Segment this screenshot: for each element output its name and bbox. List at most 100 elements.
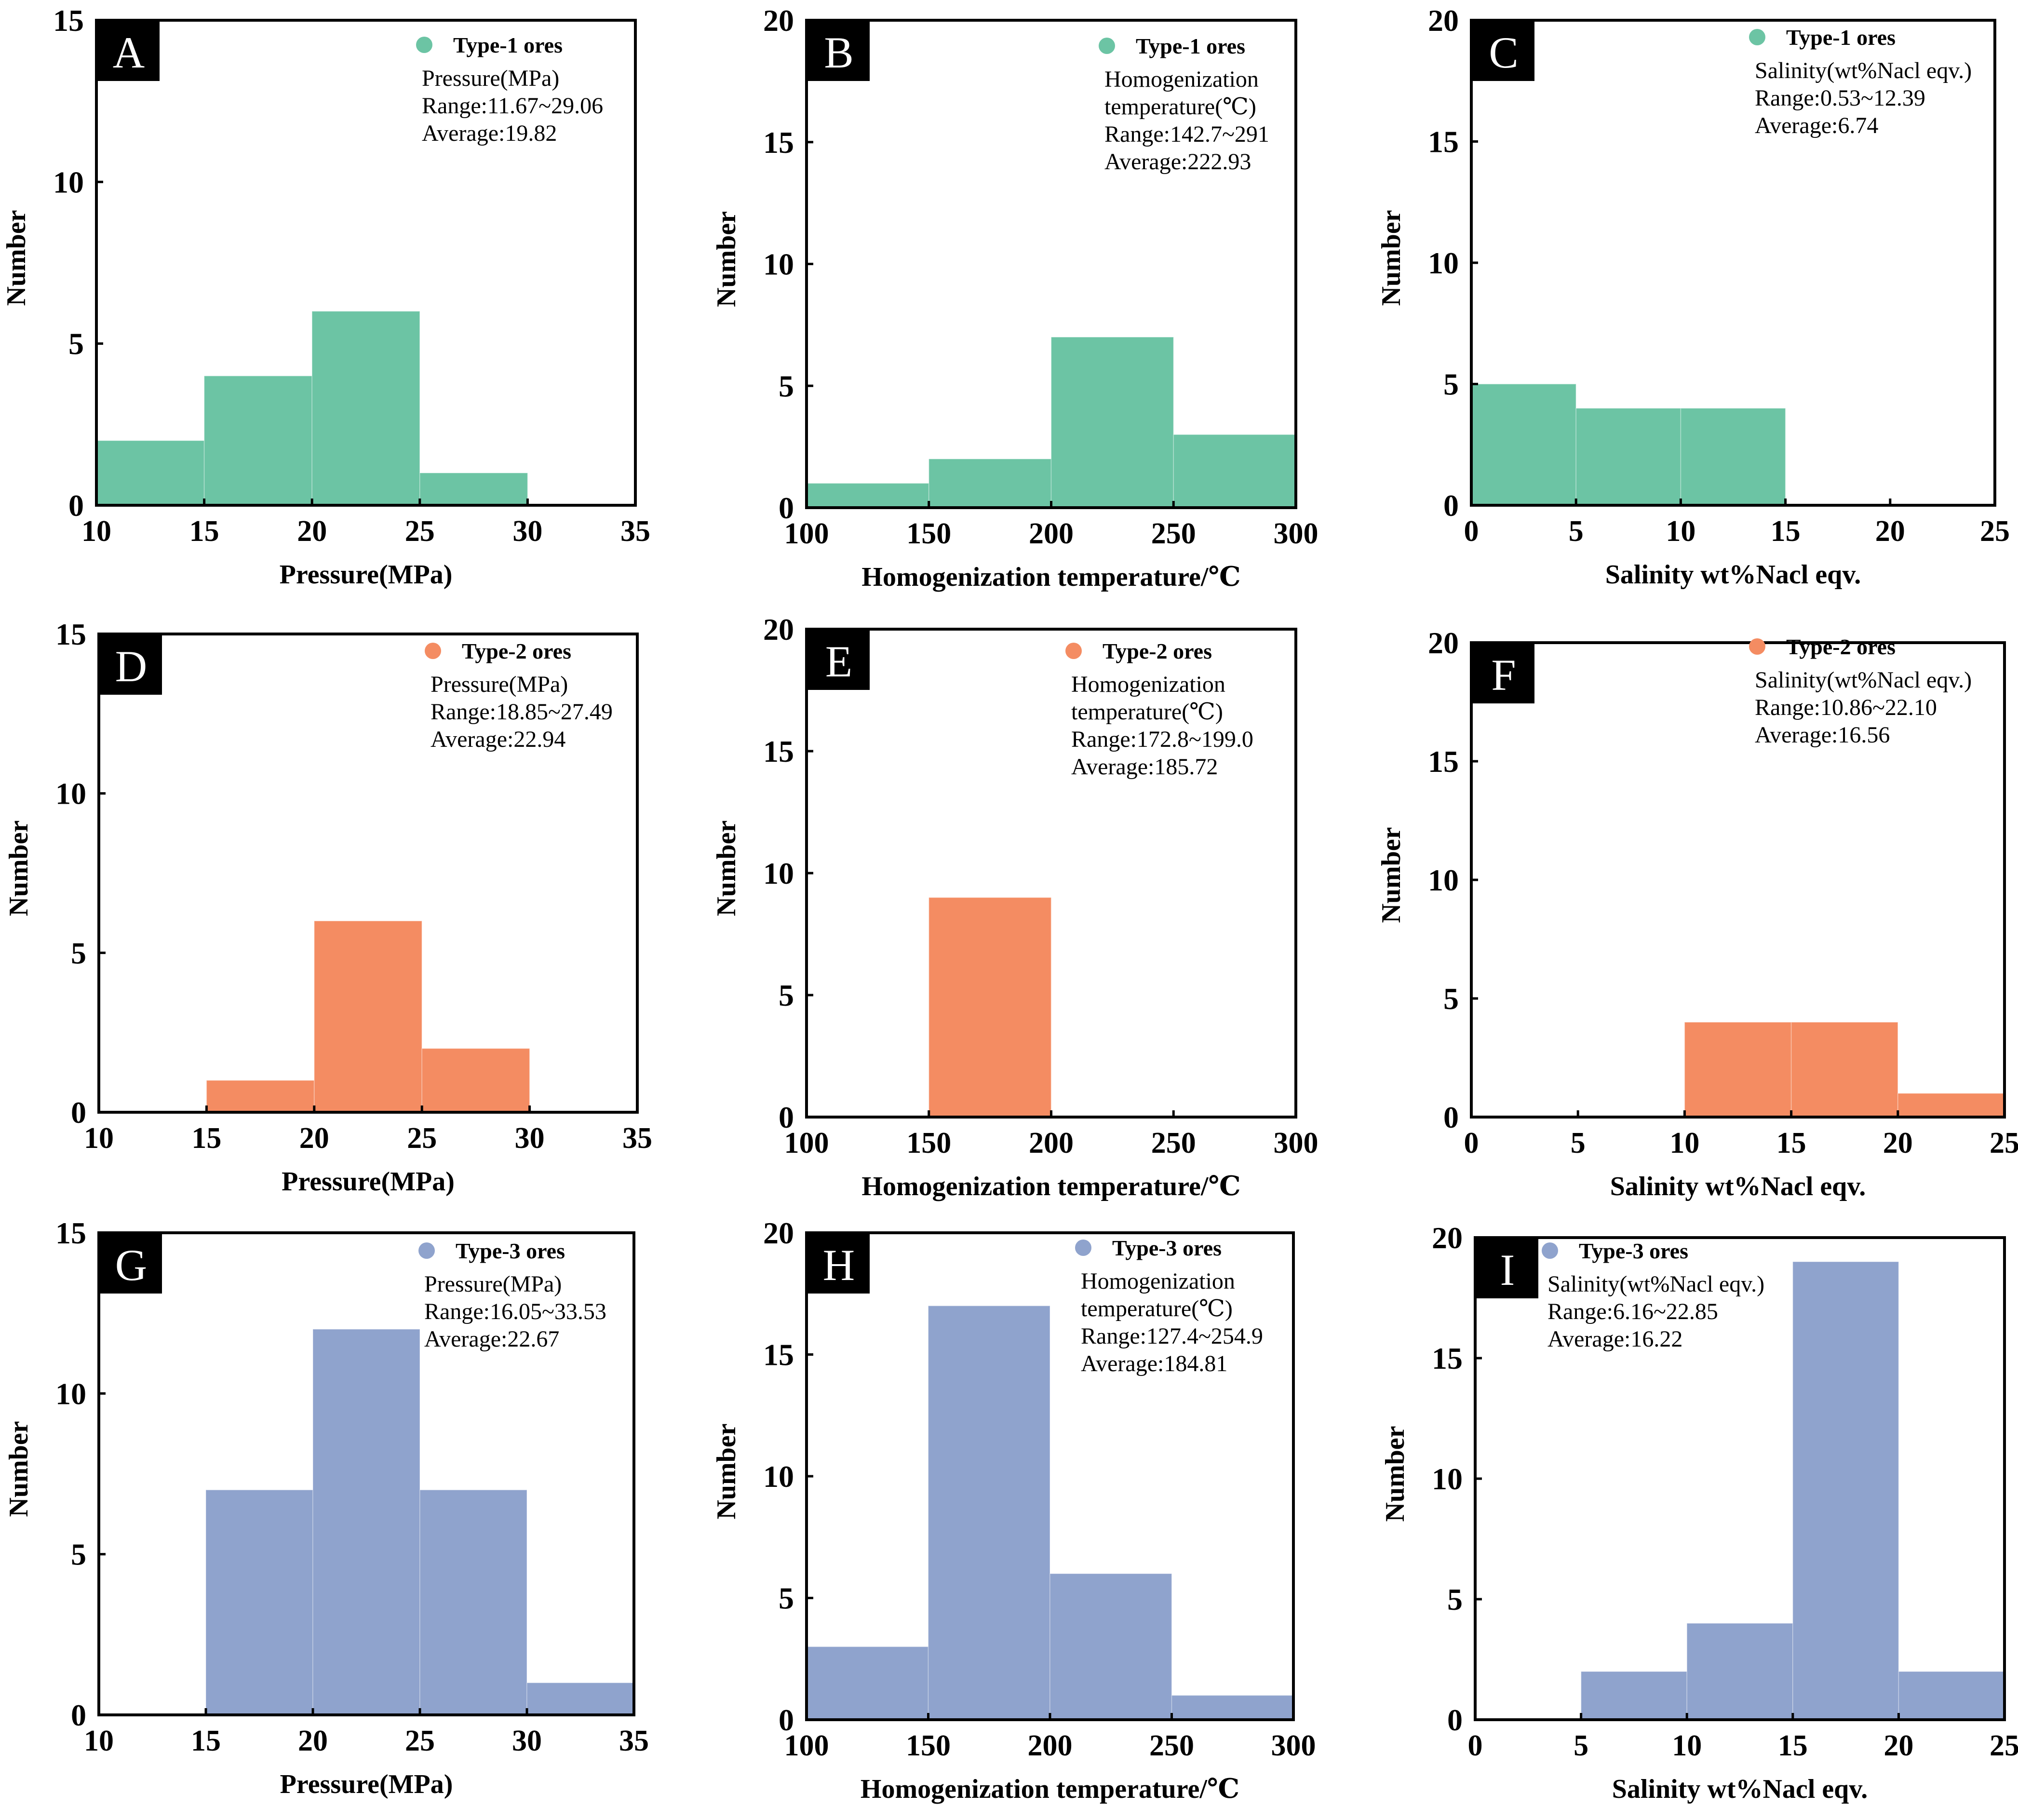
y-tick-label-a-2: 10 [53,165,84,199]
x-axis-title-e: Homogenization temperature/℃ [861,1172,1240,1201]
legend-line-h-0: Homogenization [1081,1268,1235,1294]
x-tick-label-a-2: 20 [297,515,327,548]
legend-series-e: Type-2 ores [1103,639,1212,663]
legend-line-b-1: temperature(℃) [1104,94,1256,120]
y-tick-label-b-2: 10 [763,247,794,282]
x-axis-title-f: Salinity wt%Nacl eqv. [1610,1172,1866,1201]
legend-line-c-1: Range:0.53~12.39 [1755,85,1925,111]
y-tick-label-h-0: 0 [779,1703,794,1737]
legend-marker-f [1749,638,1765,655]
panel-letter-a: A [113,28,145,77]
bar-f-2 [1897,1093,2005,1118]
panel-letter-i: I [1500,1245,1515,1294]
y-tick-label-i-4: 20 [1432,1221,1463,1255]
y-tick-label-h-2: 10 [763,1459,794,1494]
y-tick-label-h-3: 15 [763,1338,794,1372]
bar-i-2 [1792,1261,1899,1720]
panel-b: 0 5 10 15 20 100 150 200 250 300 Homogenization te… [712,3,1318,592]
bar-b-1 [928,458,1052,508]
bar-i-0 [1580,1671,1687,1720]
legend-line-g-0: Pressure(MPa) [424,1271,562,1297]
y-tick-label-f-4: 20 [1428,626,1459,660]
y-tick-label-d-1: 5 [71,936,86,970]
y-tick-label-a-3: 15 [53,3,84,38]
x-tick-label-c-5: 25 [1980,515,2010,548]
bar-i-1 [1686,1623,1793,1720]
y-tick-label-c-4: 20 [1428,3,1459,38]
y-tick-label-e-3: 15 [763,734,794,768]
y-tick-label-a-1: 5 [68,327,84,361]
x-tick-label-b-0: 100 [784,517,829,550]
bar-a-2 [311,310,420,506]
bar-g-0 [205,1489,313,1715]
bar-b-3 [1173,434,1296,508]
x-tick-label-b-3: 250 [1151,517,1196,550]
legend-line-e-3: Average:185.72 [1071,754,1218,780]
y-axis-title-i: Number [1380,1426,1410,1522]
x-tick-label-h-0: 100 [784,1729,829,1762]
x-tick-label-i-0: 0 [1468,1729,1483,1762]
y-tick-label-b-0: 0 [779,491,794,525]
panel-letter-f: F [1491,650,1516,700]
y-tick-label-a-0: 0 [68,488,84,523]
x-axis-title-d: Pressure(MPa) [282,1167,455,1197]
y-tick-label-f-0: 0 [1443,1100,1459,1134]
panel-g: 0 5 10 15 10 15 20 25 30 35 Pressure(MPa) Number G Ty… [4,1216,649,1799]
y-tick-label-c-0: 0 [1443,488,1459,523]
panel-letter-badge-f [1473,644,1534,703]
x-tick-label-b-2: 200 [1029,517,1074,550]
y-tick-label-g-0: 0 [71,1698,86,1732]
bar-g-3 [526,1682,634,1715]
x-tick-label-c-4: 20 [1875,515,1905,548]
x-tick-label-f-1: 5 [1571,1127,1586,1159]
x-tick-label-e-0: 100 [784,1127,829,1159]
panel-letter-d: D [115,642,147,691]
y-axis-title-f: Number [1376,827,1406,923]
legend-series-d: Type-2 ores [462,639,571,663]
bar-d-2 [421,1048,530,1113]
legend-series-h: Type-3 ores [1112,1236,1222,1260]
legend-line-b-3: Average:222.93 [1104,149,1251,175]
x-tick-label-h-2: 200 [1028,1729,1073,1762]
y-tick-label-c-1: 5 [1443,367,1459,402]
x-tick-label-g-0: 10 [84,1725,114,1757]
legend-series-f: Type-2 ores [1786,634,1896,659]
x-tick-label-c-1: 5 [1569,515,1584,548]
panel-f: 0 5 10 15 20 0 5 10 15 20 25 Salinity wt%Nacl eqv. N… [1376,626,2018,1201]
x-tick-label-e-4: 300 [1274,1127,1318,1159]
panel-c: 0 5 10 15 20 0 5 10 15 20 25 Salinity wt%Nacl eqv. N… [1376,3,2010,590]
legend-line-h-2: Range:127.4~254.9 [1081,1323,1263,1349]
y-axis-title-a: Number [1,210,31,306]
y-tick-label-h-4: 20 [763,1216,794,1250]
legend-marker-g [418,1242,435,1259]
legend-series-a: Type-1 ores [453,33,563,57]
legend-series-c: Type-1 ores [1786,25,1896,50]
x-tick-label-d-1: 15 [191,1122,221,1155]
bar-a-3 [419,472,528,506]
y-tick-label-i-2: 10 [1432,1462,1463,1496]
x-tick-label-d-5: 35 [622,1122,652,1155]
bar-c-1 [1575,408,1682,506]
x-tick-label-g-3: 25 [405,1725,435,1757]
bar-a-0 [96,440,205,506]
y-tick-label-e-2: 10 [763,856,794,890]
legend-line-f-2: Average:16.56 [1755,722,1890,748]
panel-i: 0 5 10 15 20 0 5 10 15 20 25 Salinity wt%Nacl eqv. N… [1380,1221,2018,1804]
legend-marker-c [1749,29,1765,45]
panel-letter-badge-i [1477,1239,1538,1298]
x-tick-label-i-3: 15 [1778,1729,1808,1762]
legend-line-i-2: Average:16.22 [1547,1326,1682,1352]
legend-line-c-0: Salinity(wt%Nacl eqv.) [1755,58,1972,83]
x-tick-label-d-0: 10 [84,1122,114,1155]
y-tick-label-h-1: 5 [779,1581,794,1616]
bar-b-0 [806,483,929,508]
legend-line-a-0: Pressure(MPa) [422,66,559,91]
y-tick-label-i-0: 0 [1447,1703,1463,1737]
y-tick-label-e-0: 0 [779,1100,794,1134]
x-tick-label-h-4: 300 [1271,1729,1316,1762]
panel-letter-c: C [1489,28,1518,77]
bar-c-2 [1680,408,1786,506]
legend-line-f-0: Salinity(wt%Nacl eqv.) [1755,667,1972,693]
x-tick-label-a-0: 10 [81,515,111,548]
y-axis-title-e: Number [712,820,741,916]
